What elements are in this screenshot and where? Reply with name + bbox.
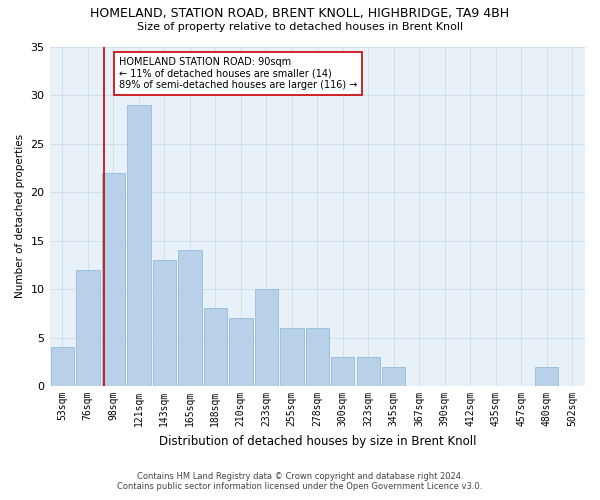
Bar bbox=[101, 172, 125, 386]
Text: Contains public sector information licensed under the Open Government Licence v3: Contains public sector information licen… bbox=[118, 482, 482, 491]
X-axis label: Distribution of detached houses by size in Brent Knoll: Distribution of detached houses by size … bbox=[158, 434, 476, 448]
Text: Size of property relative to detached houses in Brent Knoll: Size of property relative to detached ho… bbox=[137, 22, 463, 32]
Text: HOMELAND STATION ROAD: 90sqm
← 11% of detached houses are smaller (14)
89% of se: HOMELAND STATION ROAD: 90sqm ← 11% of de… bbox=[119, 56, 358, 90]
Text: Contains HM Land Registry data © Crown copyright and database right 2024.: Contains HM Land Registry data © Crown c… bbox=[137, 472, 463, 481]
Bar bbox=[178, 250, 202, 386]
Bar bbox=[203, 308, 227, 386]
Bar bbox=[305, 328, 329, 386]
Bar bbox=[254, 289, 278, 386]
Bar bbox=[76, 270, 100, 386]
Bar bbox=[382, 366, 406, 386]
Bar bbox=[152, 260, 176, 386]
Bar bbox=[331, 357, 355, 386]
Bar bbox=[127, 104, 151, 386]
Bar bbox=[356, 357, 380, 386]
Bar bbox=[50, 347, 74, 386]
Y-axis label: Number of detached properties: Number of detached properties bbox=[15, 134, 25, 298]
Bar bbox=[280, 328, 304, 386]
Bar bbox=[535, 366, 559, 386]
Bar bbox=[229, 318, 253, 386]
Text: HOMELAND, STATION ROAD, BRENT KNOLL, HIGHBRIDGE, TA9 4BH: HOMELAND, STATION ROAD, BRENT KNOLL, HIG… bbox=[91, 8, 509, 20]
